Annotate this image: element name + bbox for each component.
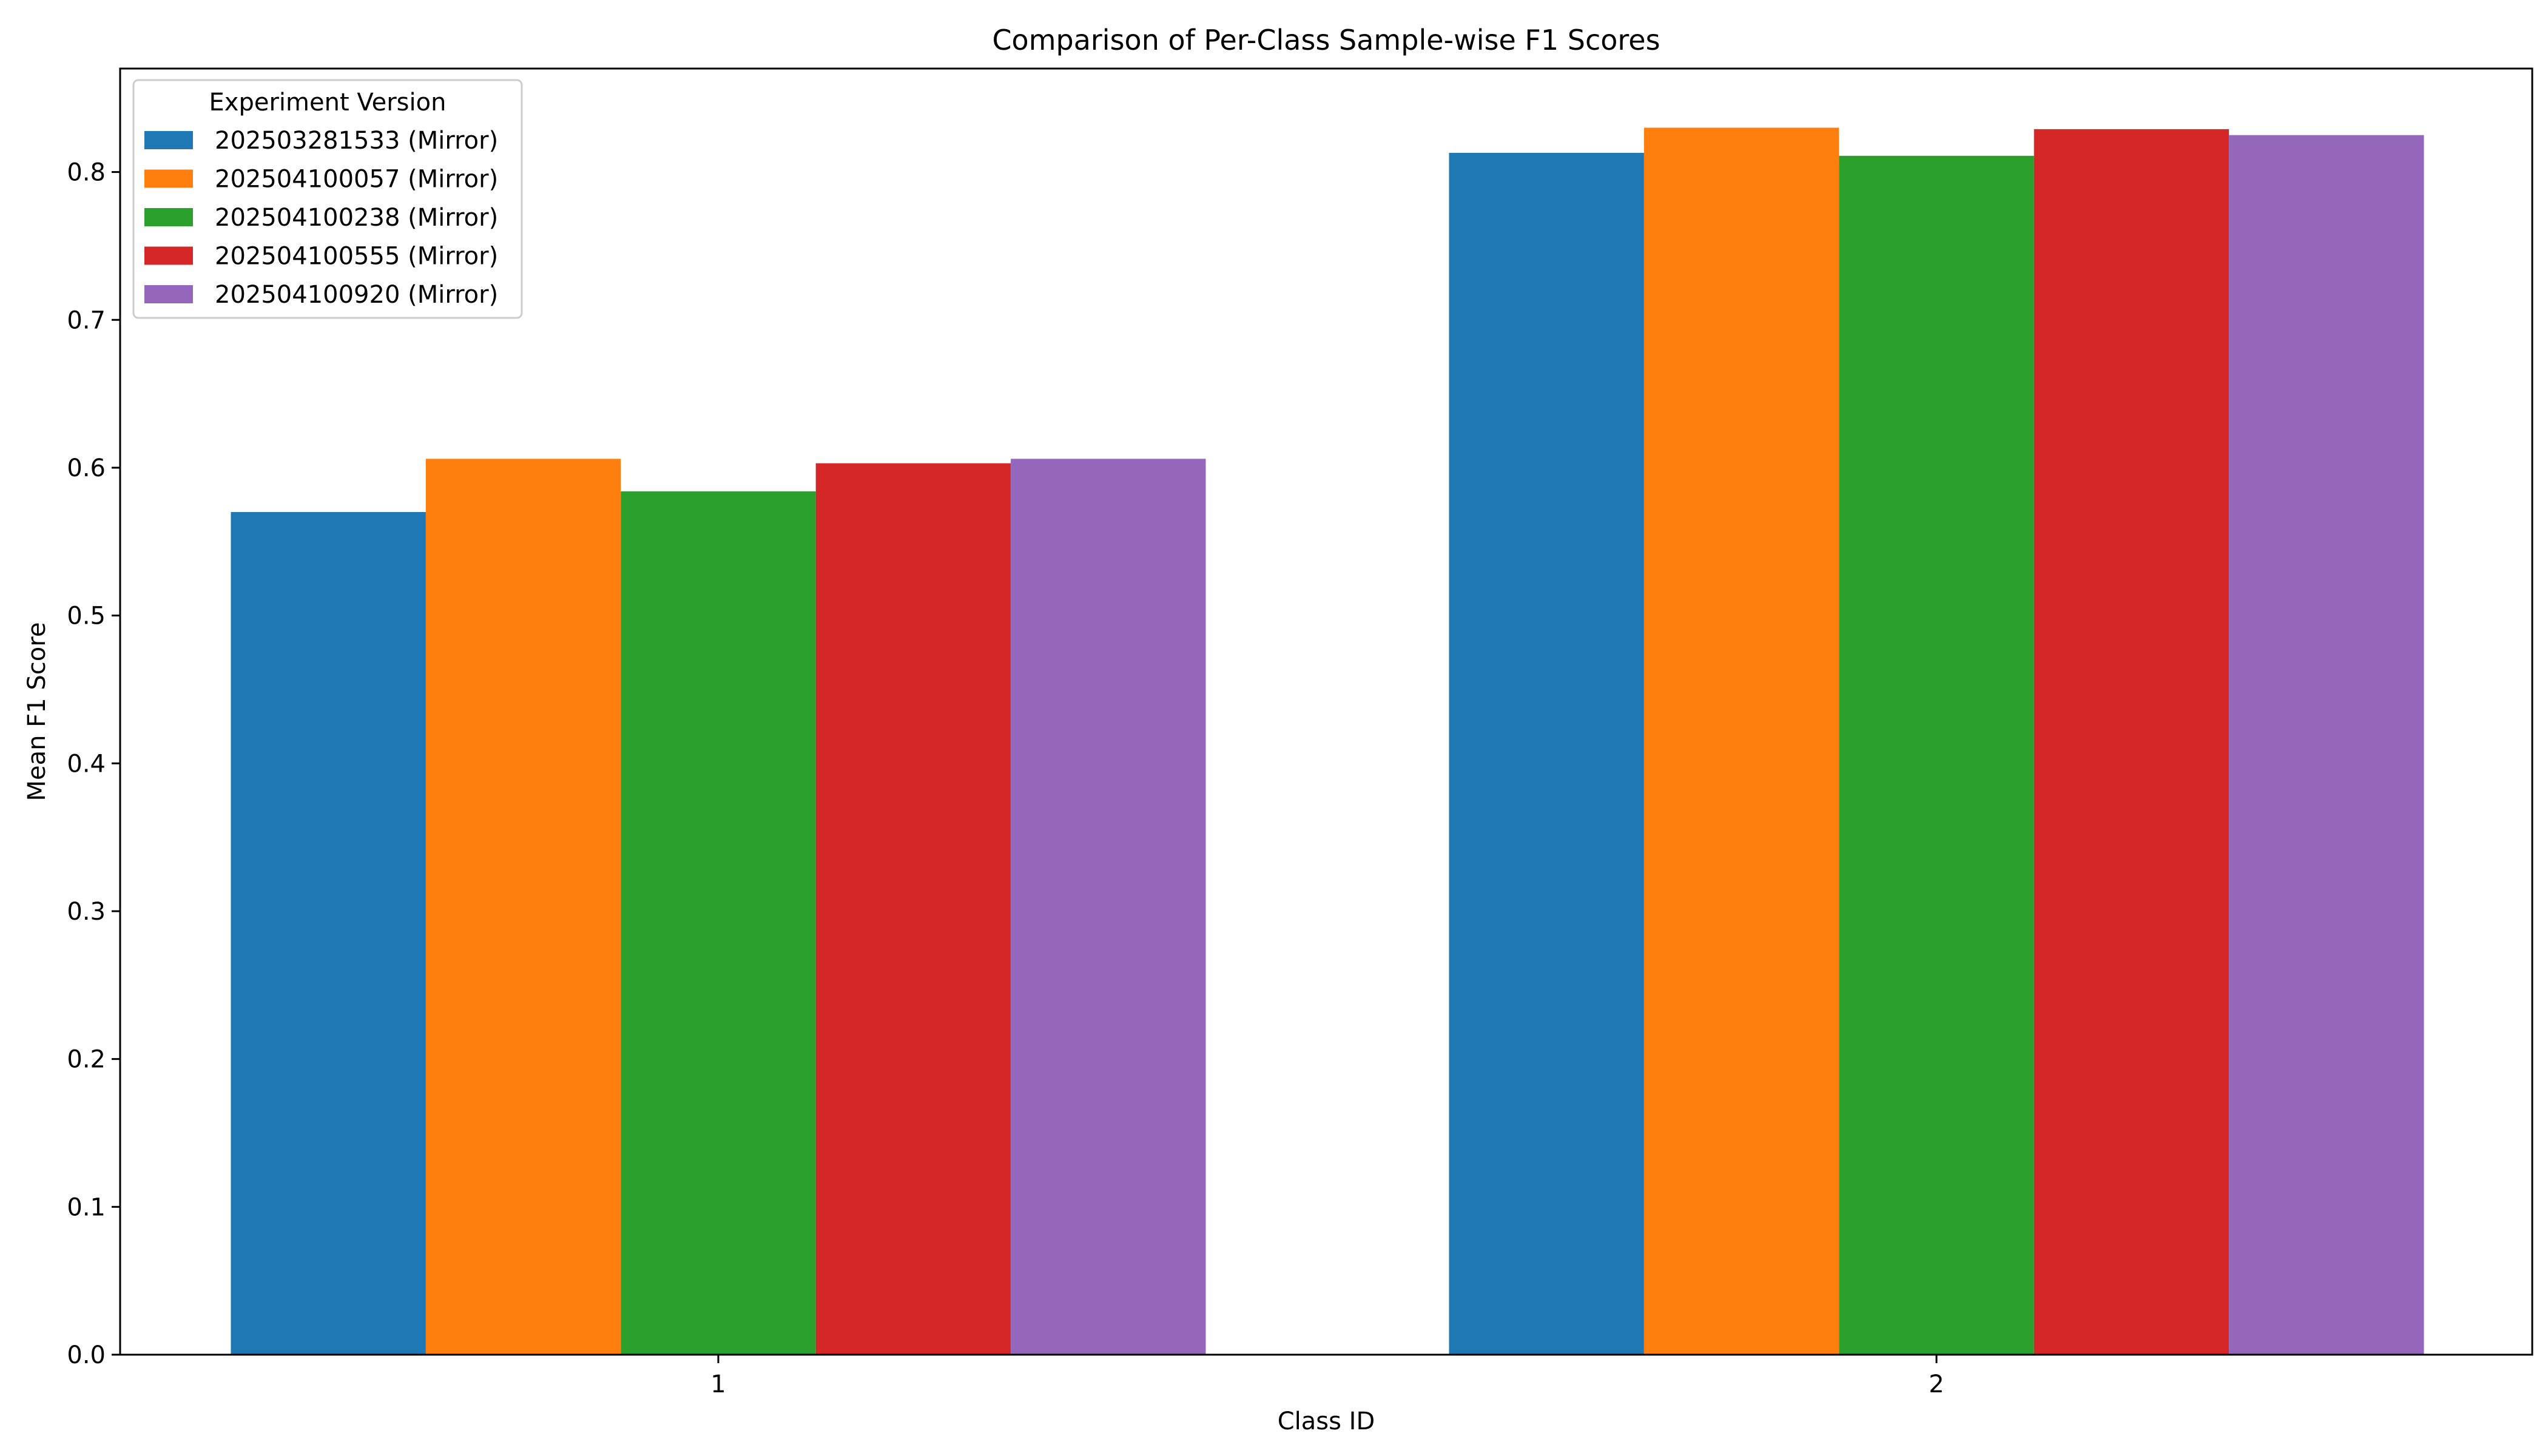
x-tick-label: 2 — [1929, 1370, 1944, 1398]
legend-box — [132, 79, 523, 319]
plot-frame — [119, 67, 2533, 1356]
legend-label: 202504100920 (Mirror) — [215, 281, 498, 309]
legend-label: 202503281533 (Mirror) — [215, 127, 498, 155]
x-axis-label: Class ID — [1278, 1407, 1375, 1435]
y-tick-label: 0.3 — [67, 898, 106, 926]
bar — [1449, 152, 1644, 1355]
legend-label: 202504100238 (Mirror) — [215, 204, 498, 232]
legend-swatch — [144, 131, 193, 149]
legend-swatch — [144, 285, 193, 303]
bar — [425, 459, 621, 1355]
plot-area — [231, 127, 2424, 1355]
legend-label: 202504100555 (Mirror) — [215, 243, 498, 271]
y-axis-label: Mean F1 Score — [23, 622, 51, 801]
y-tick-label: 0.6 — [67, 454, 106, 482]
y-tick-label: 0.8 — [67, 159, 106, 187]
legend-swatch — [144, 208, 193, 226]
bar — [2229, 135, 2424, 1355]
y-axis: 0.0 0.1 0.2 0.3 0.4 0.5 0.6 0.7 0.8 — [67, 159, 120, 1369]
bar — [2034, 129, 2230, 1355]
bar — [1011, 459, 1206, 1355]
bar — [1839, 155, 2034, 1355]
legend-label: 202504100057 (Mirror) — [215, 166, 498, 194]
y-tick-label: 0.5 — [67, 602, 106, 630]
y-tick-label: 0.7 — [67, 306, 106, 334]
legend-swatch — [144, 169, 193, 188]
y-tick-label: 0.1 — [67, 1193, 106, 1221]
y-tick-label: 0.4 — [67, 750, 106, 778]
legend-swatch — [144, 246, 193, 265]
chart-title: Comparison of Per-Class Sample-wise F1 S… — [992, 24, 1660, 56]
bar — [231, 512, 426, 1355]
legend: Experiment Version 202503281533 (Mirror) 2… — [132, 79, 523, 319]
bar — [1643, 127, 1839, 1355]
legend-title: Experiment Version — [209, 89, 447, 116]
x-tick-label: 1 — [710, 1370, 726, 1398]
bar — [621, 491, 816, 1355]
bar — [815, 463, 1011, 1355]
y-tick-label: 0.0 — [67, 1341, 106, 1369]
y-tick-label: 0.2 — [67, 1046, 106, 1074]
